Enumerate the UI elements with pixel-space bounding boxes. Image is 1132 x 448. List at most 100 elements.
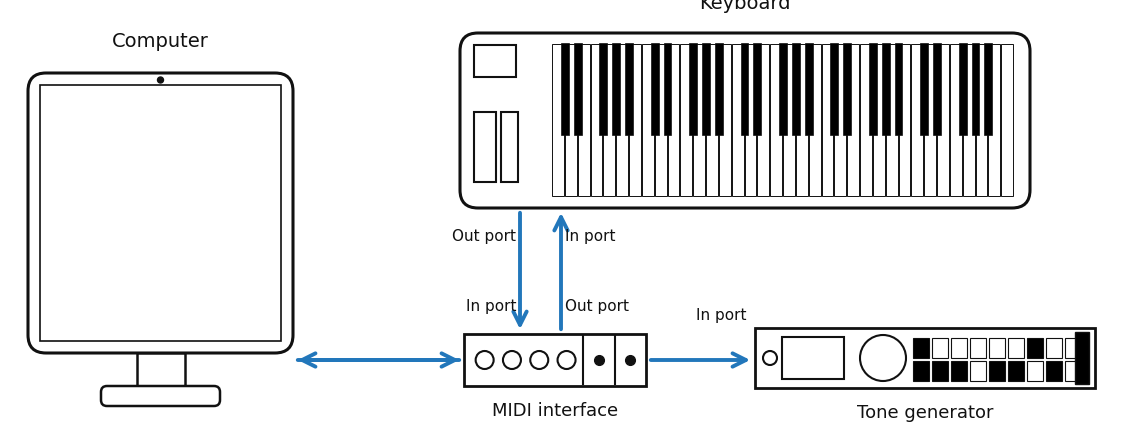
Bar [755, 328, 1095, 388]
Bar [137, 353, 185, 388]
Bar [1065, 361, 1081, 381]
Bar [565, 44, 576, 196]
Bar [808, 44, 821, 196]
Bar [642, 44, 653, 196]
Bar [745, 44, 756, 196]
Circle shape [475, 351, 494, 369]
Bar [988, 44, 1001, 196]
Circle shape [763, 351, 777, 365]
Bar [731, 44, 744, 196]
Bar [1001, 44, 1013, 196]
Bar [616, 44, 628, 196]
Bar [834, 44, 846, 196]
Bar [474, 112, 496, 182]
Bar [869, 43, 877, 135]
FancyBboxPatch shape [101, 386, 220, 406]
Circle shape [503, 351, 521, 369]
Bar [924, 44, 936, 196]
Bar [959, 43, 967, 135]
Bar [1065, 338, 1081, 358]
Bar [932, 361, 947, 381]
Bar [831, 43, 839, 135]
Bar [937, 44, 949, 196]
Bar [1027, 338, 1043, 358]
Bar [668, 44, 679, 196]
Bar [792, 43, 800, 135]
Bar [873, 44, 885, 196]
Bar [1075, 332, 1089, 384]
Circle shape [530, 351, 548, 369]
Bar [920, 43, 928, 135]
Bar [599, 43, 607, 135]
Bar [663, 43, 671, 135]
Bar [1046, 361, 1062, 381]
Circle shape [558, 351, 575, 369]
Text: Keyboard: Keyboard [700, 0, 791, 13]
Bar [971, 43, 979, 135]
Bar [552, 44, 564, 196]
Bar [970, 361, 986, 381]
Bar [770, 44, 782, 196]
Bar [680, 44, 692, 196]
Bar [989, 361, 1005, 381]
Text: In port: In port [696, 308, 747, 323]
Bar [612, 43, 620, 135]
Bar [1046, 338, 1062, 358]
Bar [860, 44, 872, 196]
Bar [882, 43, 890, 135]
Bar [796, 44, 807, 196]
Text: In port: In port [565, 228, 616, 244]
Bar [843, 43, 851, 135]
Bar [1027, 361, 1043, 381]
Bar [574, 43, 582, 135]
Text: MIDI interface: MIDI interface [492, 402, 618, 420]
Text: Tone generator: Tone generator [857, 404, 993, 422]
Bar [603, 44, 615, 196]
Bar [779, 43, 787, 135]
Bar [740, 43, 748, 135]
Bar [560, 43, 568, 135]
Bar [950, 44, 962, 196]
Circle shape [860, 335, 906, 381]
Bar [885, 44, 898, 196]
Text: Out port: Out port [565, 298, 629, 314]
Bar [474, 45, 516, 77]
Bar [651, 43, 659, 135]
Bar [951, 361, 967, 381]
Text: Computer: Computer [112, 32, 209, 51]
Bar [970, 338, 986, 358]
Bar [899, 44, 910, 196]
Bar [976, 44, 987, 196]
FancyBboxPatch shape [460, 33, 1030, 208]
Bar [464, 334, 646, 386]
Bar [1007, 338, 1024, 358]
Bar [693, 44, 705, 196]
Bar [932, 338, 947, 358]
Bar [757, 44, 769, 196]
Circle shape [157, 77, 163, 83]
Bar [654, 44, 667, 196]
Bar [719, 44, 730, 196]
Bar [822, 44, 833, 196]
Bar [805, 43, 813, 135]
Bar [591, 44, 602, 196]
Bar [933, 43, 941, 135]
FancyBboxPatch shape [28, 73, 293, 353]
Bar [1007, 361, 1024, 381]
Bar [40, 85, 281, 341]
Bar [577, 44, 590, 196]
Bar [706, 44, 718, 196]
Bar [783, 44, 795, 196]
Bar [782, 337, 844, 379]
Bar [754, 43, 762, 135]
Text: In port: In port [465, 298, 516, 314]
Text: Out port: Out port [452, 228, 516, 244]
Bar [914, 361, 929, 381]
Bar [714, 43, 723, 135]
Bar [914, 338, 929, 358]
Bar [501, 112, 518, 182]
Bar [989, 338, 1005, 358]
Bar [625, 43, 633, 135]
Bar [962, 44, 975, 196]
Bar [847, 44, 859, 196]
